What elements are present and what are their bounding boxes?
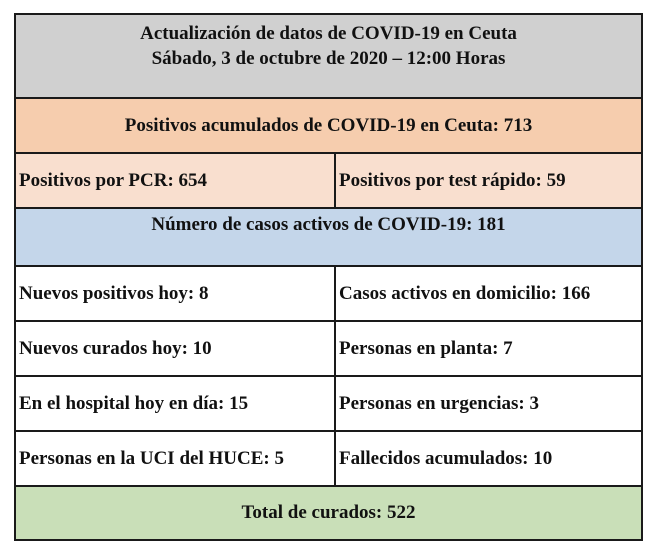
new-cured-today: Nuevos curados hoy: 10: [14, 320, 336, 377]
persons-in-icu: Personas en la UCI del HUCE: 5: [14, 430, 336, 487]
stats-row: Nuevos curados hoy: 10 Personas en plant…: [14, 320, 644, 377]
report-title: Actualización de datos de COVID-19 en Ce…: [140, 23, 517, 44]
cured-total: Total de curados: 522: [13, 485, 644, 541]
persons-in-ward: Personas en planta: 7: [333, 320, 644, 377]
new-positives-today: Nuevos positivos hoy: 8: [14, 265, 336, 322]
positives-total: Positivos acumulados de COVID-19 en Ceut…: [13, 97, 644, 154]
deaths-cumulative: Fallecidos acumulados: 10: [333, 430, 644, 487]
positive-total-row: Positivos acumulados de COVID-19 en Ceut…: [13, 97, 644, 154]
positive-split-row: Positivos por PCR: 654 Positivos por tes…: [14, 152, 644, 209]
active-cases-row: Número de casos activos de COVID-19: 181: [13, 207, 644, 267]
covid-report-table: Actualización de datos de COVID-19 en Ce…: [13, 13, 644, 541]
cured-total-row: Total de curados: 522: [13, 485, 644, 541]
positives-pcr: Positivos por PCR: 654: [14, 152, 336, 209]
stats-row: Nuevos positivos hoy: 8 Casos activos en…: [14, 265, 644, 322]
header-row: Actualización de datos de COVID-19 en Ce…: [13, 13, 644, 99]
report-header: Actualización de datos de COVID-19 en Ce…: [13, 13, 644, 99]
in-hospital-today: En el hospital hoy en día: 15: [14, 375, 336, 432]
stats-row: En el hospital hoy en día: 15 Personas e…: [14, 375, 644, 432]
persons-in-emergency: Personas en urgencias: 3: [333, 375, 644, 432]
positives-rapid-test: Positivos por test rápido: 59: [333, 152, 644, 209]
active-at-home: Casos activos en domicilio: 166: [333, 265, 644, 322]
report-date: Sábado, 3 de octubre de 2020 – 12:00 Hor…: [151, 48, 506, 69]
stats-row: Personas en la UCI del HUCE: 5 Fallecido…: [14, 430, 644, 487]
active-cases: Número de casos activos de COVID-19: 181: [13, 207, 644, 267]
